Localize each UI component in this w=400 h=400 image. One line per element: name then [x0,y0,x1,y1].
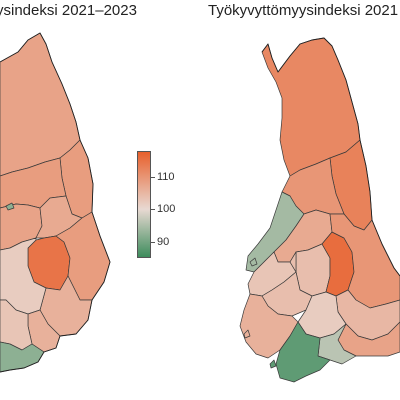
right-country-outline [261,37,400,277]
legend-tick-mark [151,176,155,178]
legend-tick-mark [151,209,155,211]
legend-tick-label: 100 [157,203,176,216]
right-map-title: Työkyvyttömyysindeksi 2021 [208,2,399,19]
legend-color-scale [137,151,151,258]
island-left [5,202,15,211]
legend-tick-mark [151,241,155,243]
island-right-1 [249,257,258,267]
legend-tick-label: 90 [157,235,170,248]
left-country-outline [0,32,111,373]
region-central-right [295,243,331,297]
region-uusimaa-right [275,321,331,383]
legend-tick-label: 110 [157,170,175,183]
island-right-3 [269,359,277,369]
left-map-title: ysindeksi 2021–2023 [0,2,137,19]
island-right-2 [243,329,251,339]
